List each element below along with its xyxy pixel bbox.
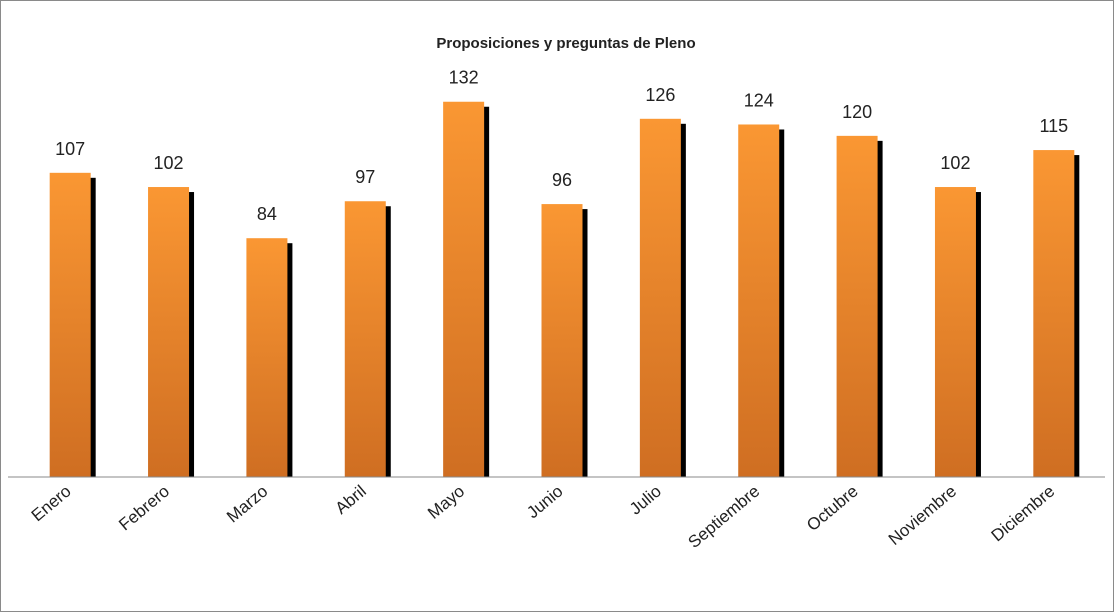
bar xyxy=(541,204,583,478)
bar xyxy=(344,201,386,477)
value-label: 102 xyxy=(940,153,970,173)
bar xyxy=(443,101,485,477)
bar xyxy=(246,238,288,477)
value-label: 124 xyxy=(744,90,774,110)
bar xyxy=(49,172,91,478)
value-label: 84 xyxy=(257,204,277,224)
value-label: 97 xyxy=(355,167,375,187)
value-label: 126 xyxy=(645,85,675,105)
bar xyxy=(934,187,976,477)
bar xyxy=(639,118,681,478)
value-label: 96 xyxy=(552,170,572,190)
chart-title: Proposiciones y preguntas de Pleno xyxy=(436,35,695,52)
value-label: 120 xyxy=(842,102,872,122)
bar xyxy=(738,124,780,477)
value-label: 115 xyxy=(1039,116,1068,136)
value-label: 107 xyxy=(55,139,85,159)
bar xyxy=(148,187,190,477)
value-label: 132 xyxy=(449,68,479,88)
value-label: 102 xyxy=(154,153,184,173)
bar xyxy=(836,135,878,477)
bar xyxy=(1033,150,1075,478)
